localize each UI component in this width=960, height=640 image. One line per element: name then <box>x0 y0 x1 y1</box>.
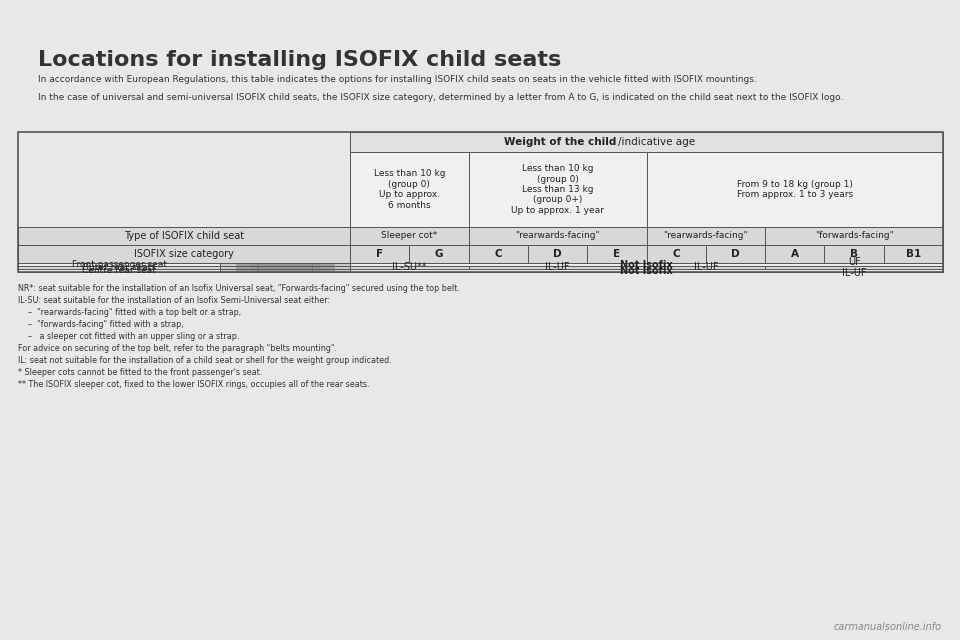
Bar <box>18 245 350 263</box>
Bar <box>350 263 943 266</box>
Bar <box>646 245 706 263</box>
Text: Less than 10 kg
(group 0)
Up to approx.
6 months: Less than 10 kg (group 0) Up to approx. … <box>373 170 445 210</box>
Bar <box>646 266 765 269</box>
Text: carmanualsonline.info: carmanualsonline.info <box>834 622 942 632</box>
Text: D: D <box>553 249 562 259</box>
Text: Type of ISOFIX child seat: Type of ISOFIX child seat <box>124 231 244 241</box>
Bar <box>236 270 334 271</box>
Text: Not Isofix: Not Isofix <box>620 259 673 269</box>
Text: –   a sleeper cot fitted with an upper sling or a strap.: – a sleeper cot fitted with an upper sli… <box>28 332 239 341</box>
Bar <box>765 227 943 245</box>
Text: E: E <box>613 249 620 259</box>
Bar <box>468 245 528 263</box>
Text: ISOFIX size category: ISOFIX size category <box>134 249 234 259</box>
Bar <box>18 266 220 269</box>
Text: IL: seat not suitable for the installation of a child seat or shell for the weig: IL: seat not suitable for the installati… <box>18 356 392 365</box>
Bar <box>236 267 334 268</box>
Bar <box>468 152 646 227</box>
Text: * Sleeper cots cannot be fitted to the front passenger's seat.: * Sleeper cots cannot be fitted to the f… <box>18 368 262 377</box>
Text: G: G <box>435 249 444 259</box>
Bar <box>251 267 319 268</box>
Bar <box>409 245 468 263</box>
Bar <box>350 152 468 227</box>
Bar <box>251 270 319 271</box>
Bar <box>220 263 350 266</box>
Text: Not Isofix: Not Isofix <box>620 266 673 275</box>
Bar <box>468 227 646 245</box>
Text: "rearwards-facing": "rearwards-facing" <box>663 232 748 241</box>
Bar <box>350 266 468 269</box>
Bar <box>588 245 646 263</box>
Text: In the case of universal and semi-universal ISOFIX child seats, the ISOFIX size : In the case of universal and semi-univer… <box>38 93 844 102</box>
Text: D: D <box>732 249 740 259</box>
Bar <box>18 269 220 272</box>
Text: Less than 10 kg
(group 0)
Less than 13 kg
(group 0+)
Up to approx. 1 year: Less than 10 kg (group 0) Less than 13 k… <box>511 164 604 215</box>
Text: /indicative age: /indicative age <box>618 137 696 147</box>
Bar <box>825 245 884 263</box>
Bar <box>646 152 943 227</box>
Text: ** The ISOFIX sleeper cot, fixed to the lower ISOFIX rings, occupies all of the : ** The ISOFIX sleeper cot, fixed to the … <box>18 380 370 389</box>
Text: "forwards-facing": "forwards-facing" <box>815 232 894 241</box>
Bar <box>468 266 646 269</box>
Text: Front passenger seat: Front passenger seat <box>71 260 166 269</box>
Bar <box>18 263 220 266</box>
Bar <box>350 132 943 152</box>
Text: Sleeper cot*: Sleeper cot* <box>381 232 438 241</box>
Text: NR*: seat suitable for the installation of an Isofix Universal seat, "Forwards-f: NR*: seat suitable for the installation … <box>18 284 460 293</box>
Bar <box>765 245 825 263</box>
Bar <box>765 266 943 269</box>
Text: IL-SU**: IL-SU** <box>392 262 426 273</box>
Text: For advice on securing of the top belt, refer to the paragraph "belts mounting".: For advice on securing of the top belt, … <box>18 344 337 353</box>
Text: UF
IL-UF: UF IL-UF <box>842 257 866 278</box>
Text: In accordance with European Regulations, this table indicates the options for in: In accordance with European Regulations,… <box>38 75 756 84</box>
Text: A: A <box>791 249 799 259</box>
Text: Centre rear seat: Centre rear seat <box>82 266 156 275</box>
Text: "rearwards-facing": "rearwards-facing" <box>516 232 600 241</box>
Bar <box>18 132 943 272</box>
Text: From 9 to 18 kg (group 1)
From approx. 1 to 3 years: From 9 to 18 kg (group 1) From approx. 1… <box>736 180 852 199</box>
Bar <box>350 245 409 263</box>
Text: B: B <box>850 249 858 259</box>
Bar <box>220 269 350 272</box>
Bar <box>350 269 943 272</box>
Text: IL-SU: seat suitable for the installation of an Isofix Semi-Universal seat eithe: IL-SU: seat suitable for the installatio… <box>18 296 330 305</box>
Text: B1: B1 <box>905 249 921 259</box>
Bar <box>236 264 334 265</box>
Text: F: F <box>376 249 383 259</box>
Text: C: C <box>494 249 502 259</box>
Bar <box>350 227 468 245</box>
Text: –  "forwards-facing" fitted with a strap,: – "forwards-facing" fitted with a strap, <box>28 320 183 329</box>
Text: Outer rear seats: Outer rear seats <box>82 263 156 272</box>
Bar <box>646 227 765 245</box>
Bar <box>220 266 350 269</box>
Text: C: C <box>672 249 680 259</box>
Bar <box>18 227 350 245</box>
Text: IL-UF: IL-UF <box>545 262 570 273</box>
Text: Weight of the child: Weight of the child <box>504 137 616 147</box>
Bar <box>528 245 588 263</box>
Text: –  "rearwards-facing" fitted with a top belt or a strap,: – "rearwards-facing" fitted with a top b… <box>28 308 241 317</box>
Bar <box>706 245 765 263</box>
Bar <box>18 227 943 245</box>
Bar <box>884 245 943 263</box>
Text: Locations for installing ISOFIX child seats: Locations for installing ISOFIX child se… <box>38 50 562 70</box>
Text: IL-UF: IL-UF <box>693 262 718 273</box>
